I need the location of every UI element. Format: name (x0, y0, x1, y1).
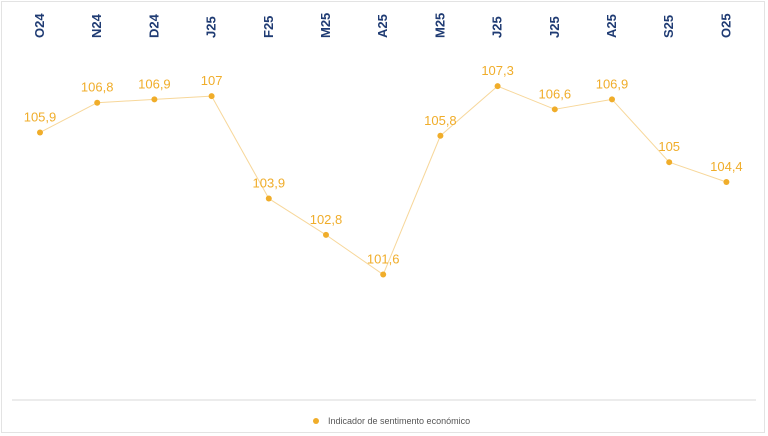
series-line-segment (382, 135, 441, 275)
series-line-segment (325, 234, 384, 275)
series-line-segment (497, 85, 555, 110)
legend: Indicador de sentimento económico (313, 416, 470, 426)
data-label: 107,3 (481, 63, 514, 78)
legend-marker (313, 418, 319, 424)
data-label: 107 (201, 73, 223, 88)
x-tick-label: A25 (604, 14, 619, 38)
data-point (37, 129, 43, 136)
data-label: 106,9 (138, 76, 171, 91)
data-label: 105 (658, 139, 680, 154)
data-point (437, 132, 444, 139)
series-line-segment (39, 102, 98, 133)
series-line-group (39, 85, 727, 275)
data-point (609, 96, 615, 103)
data-point (323, 231, 329, 238)
series-line-segment (554, 98, 613, 110)
x-tick-label: D24 (146, 13, 161, 38)
x-tick-label: O24 (32, 13, 47, 38)
series-line-segment (211, 95, 270, 199)
data-label: 105,8 (424, 113, 457, 128)
data-point (151, 96, 158, 103)
data-label: 105,9 (24, 109, 57, 124)
series-line-segment (611, 99, 670, 163)
legend-label: Indicador de sentimento económico (328, 416, 470, 426)
series-line-segment (268, 198, 327, 236)
x-tick-label: O25 (718, 13, 733, 38)
data-label: 102,8 (310, 212, 343, 227)
series-line-segment (669, 161, 727, 183)
data-labels: 105,9 106,8 106,9 107 103,9 102,8 101,6 105,8 10… (24, 63, 743, 266)
x-tick-label: F25 (261, 16, 276, 38)
data-point (94, 99, 101, 106)
data-label: 103,9 (253, 176, 286, 191)
data-point (494, 83, 501, 90)
series-line-segment (154, 95, 212, 100)
data-label: 106,6 (539, 86, 572, 101)
data-label: 106,8 (81, 80, 114, 95)
data-point (208, 93, 215, 100)
series-line-segment (440, 85, 498, 137)
data-point (666, 159, 673, 166)
data-point (265, 195, 272, 202)
x-tick-label: J25 (204, 16, 219, 38)
x-tick-label: M25 (432, 13, 447, 38)
series-line-segment (97, 98, 155, 104)
x-tick-label: N24 (89, 13, 104, 38)
data-points (37, 83, 730, 278)
data-label: 104,4 (710, 159, 743, 174)
x-tick-label: J25 (547, 16, 562, 38)
data-point (723, 179, 730, 186)
x-tick-label: S25 (661, 15, 676, 38)
x-axis-tick-labels: O24 N24 D24 J25 F25 M25 A25 M25 J25 J25 A25 S25 O25 (32, 13, 733, 38)
data-point (380, 271, 387, 278)
x-tick-label: J25 (490, 16, 505, 38)
x-tick-label: A25 (375, 14, 390, 38)
data-label: 106,9 (596, 76, 629, 91)
data-point (551, 106, 558, 113)
data-label: 101,6 (367, 252, 400, 267)
x-tick-label: M25 (318, 13, 333, 38)
